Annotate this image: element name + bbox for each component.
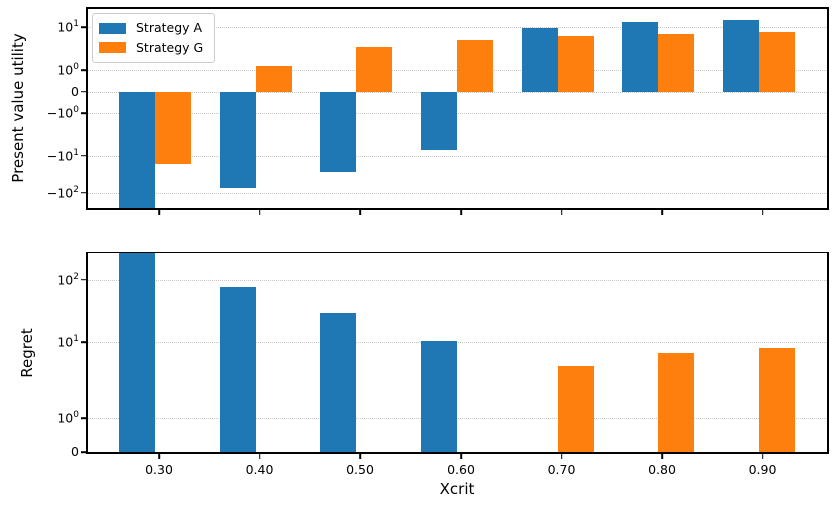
x-tick-mark <box>560 210 563 215</box>
strategy-a-swatch <box>99 22 126 34</box>
bar-strategy-a-0.70 <box>521 28 558 92</box>
bar-strategy-a-0.50 <box>320 91 356 172</box>
x-tick-label: 0.60 <box>447 462 475 477</box>
y-tick-mark <box>81 451 86 453</box>
bar-strategy-a-0.80 <box>622 22 658 92</box>
y-tick-mark <box>81 191 86 194</box>
x-tick-mark <box>460 210 462 215</box>
gridline <box>86 418 829 419</box>
gridline <box>86 192 829 194</box>
y-tick-label: 102 <box>57 271 79 287</box>
y-tick-mark <box>81 154 86 157</box>
y-tick-label: −102 <box>46 184 79 200</box>
y-tick-label: 100 <box>57 410 79 426</box>
x-tick-label: 0.40 <box>245 462 274 477</box>
legend-label-strategy-g: Strategy G <box>136 39 204 55</box>
y-tick-label: 0 <box>71 83 79 99</box>
x-axis-label-xcrit: Xcrit <box>439 480 475 498</box>
bar-strategy-a-0.40 <box>219 91 256 188</box>
x-tick-label: 0.30 <box>145 462 173 477</box>
x-tick-mark <box>661 210 663 215</box>
y-tick-mark <box>81 26 86 28</box>
bar-strategy-a-0.60 <box>421 91 457 150</box>
spine-left <box>86 251 88 454</box>
gridline <box>86 342 829 343</box>
x-tick-mark <box>158 454 160 459</box>
y-tick-mark <box>81 278 86 281</box>
bar-strategy-a-0.30 <box>119 91 155 210</box>
x-tick-mark <box>158 210 160 215</box>
x-tick-label: 0.70 <box>547 462 576 477</box>
x-tick-mark <box>661 454 663 459</box>
y-tick-label: 101 <box>57 334 79 350</box>
bar-strategy-a-0.90 <box>722 20 759 92</box>
bar-strategy-g-0.60 <box>457 40 493 92</box>
bar-strategy-g-0.40 <box>255 65 292 92</box>
x-tick-mark <box>258 210 261 215</box>
spine-left <box>86 7 88 210</box>
strategy-g-swatch <box>99 42 126 54</box>
y-tick-label: 0 <box>71 443 79 459</box>
legend: Strategy A Strategy G <box>92 13 216 63</box>
bar-strategy-g-0.70 <box>557 35 594 92</box>
spine-right <box>827 251 829 454</box>
x-tick-label: 0.80 <box>648 462 676 477</box>
x-tick-mark <box>560 454 563 459</box>
gridline <box>86 155 829 157</box>
legend-label-strategy-a: Strategy A <box>136 20 203 35</box>
bar-strategy-g-0.80 <box>658 33 694 92</box>
x-tick-mark <box>359 454 361 459</box>
regret-plot-area <box>86 251 829 454</box>
y-tick-label: 101 <box>57 19 79 35</box>
spine-top <box>86 251 829 254</box>
bar-strategy-a-0.30 <box>119 251 155 454</box>
spine-bottom <box>86 208 829 210</box>
gridline <box>86 27 829 28</box>
bar-strategy-g-0.70 <box>557 366 594 454</box>
x-tick-mark <box>258 454 261 459</box>
y-tick-mark <box>81 90 86 93</box>
present-value-utility-plot-area <box>86 7 829 210</box>
x-tick-mark <box>761 454 764 459</box>
bar-strategy-g-0.30 <box>155 91 191 164</box>
bar-strategy-g-0.90 <box>758 32 795 92</box>
x-tick-label: 0.90 <box>748 462 777 477</box>
spine-bottom <box>86 452 829 454</box>
y-tick-mark <box>81 417 86 419</box>
y-axis-label-present-value-utility: Present value utility <box>9 33 27 183</box>
y-tick-mark <box>81 69 86 71</box>
spine-top <box>86 7 829 9</box>
y-tick-mark <box>81 112 86 114</box>
y-tick-label: 100 <box>57 62 79 78</box>
bar-strategy-g-0.50 <box>356 46 392 92</box>
bar-strategy-a-0.50 <box>320 312 356 454</box>
legend-item-strategy-g: Strategy G <box>99 39 204 55</box>
legend-item-strategy-a: Strategy A <box>99 20 203 35</box>
x-tick-mark <box>359 210 361 215</box>
x-tick-label: 0.50 <box>346 462 374 477</box>
bar-strategy-g-0.90 <box>758 347 795 454</box>
bar-strategy-a-0.60 <box>421 340 457 454</box>
x-tick-mark <box>761 210 764 215</box>
y-tick-label: −100 <box>46 105 79 121</box>
y-tick-mark <box>81 341 86 343</box>
bar-strategy-a-0.40 <box>219 286 256 454</box>
y-axis-label-regret: Regret <box>18 328 36 378</box>
gridline <box>86 113 829 114</box>
x-tick-mark <box>460 454 462 459</box>
gridline <box>86 279 829 281</box>
bar-strategy-g-0.80 <box>658 352 694 454</box>
spine-right <box>827 7 829 210</box>
y-tick-label: −101 <box>46 147 79 163</box>
gridline <box>86 91 829 93</box>
